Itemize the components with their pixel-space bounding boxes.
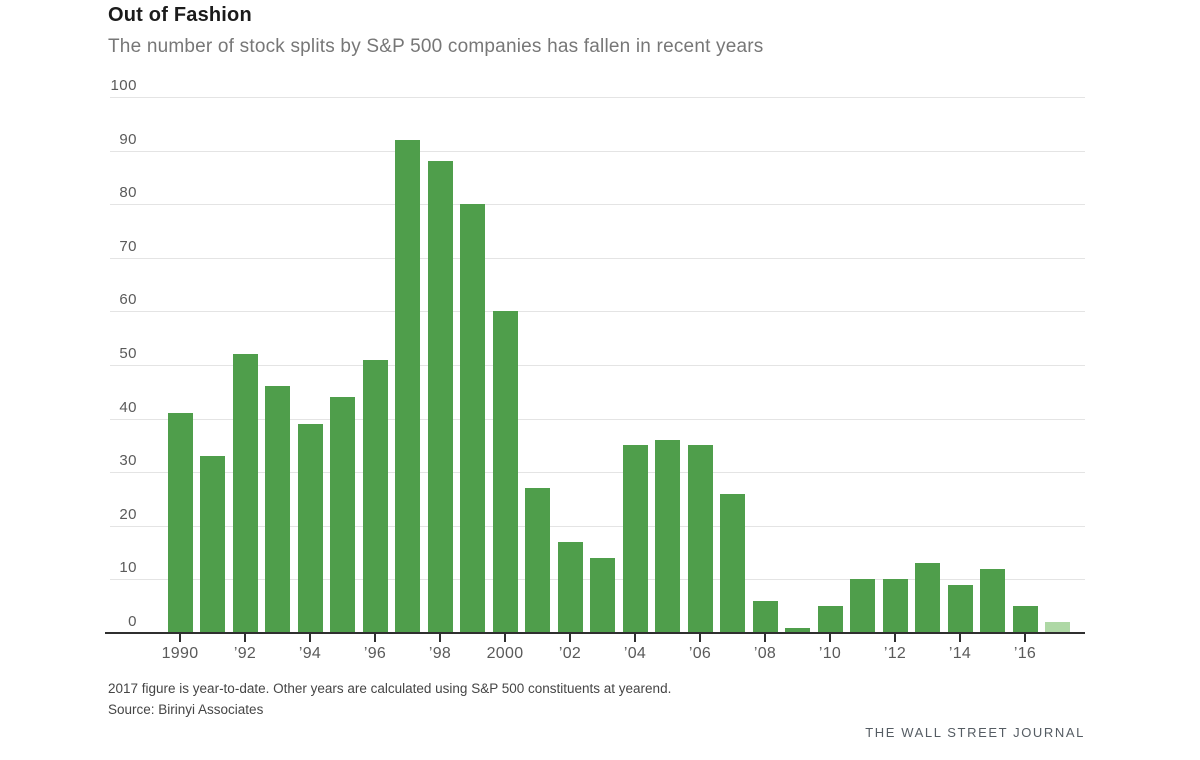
bar-2003 (590, 558, 615, 633)
bar-1998 (427, 161, 453, 633)
y-axis-label-60: 60 (119, 291, 137, 309)
x-tick-2000 (504, 634, 506, 642)
gridline-90 (110, 150, 1085, 152)
x-axis-label-2014: ’14 (948, 645, 972, 662)
x-tick-1990 (179, 634, 181, 642)
bar-2016 (1012, 606, 1038, 633)
gridline-40 (110, 418, 1085, 420)
bar-1991 (200, 456, 225, 633)
gridline-30 (110, 472, 1085, 474)
chart-source: Source: Birinyi Associates (108, 702, 264, 717)
gridline-100 (110, 97, 1085, 98)
x-axis-label-2012: ’12 (883, 645, 907, 662)
bar-2005 (655, 440, 680, 633)
bar-1994 (297, 424, 323, 633)
bar-1995 (330, 397, 355, 633)
bar-1993 (265, 386, 290, 633)
gridline-70 (110, 257, 1085, 259)
x-tick-2004 (634, 634, 636, 642)
bar-2011 (850, 579, 875, 633)
bar-1999 (460, 204, 485, 633)
x-axis-label-1990: 1990 (161, 645, 199, 662)
x-tick-1996 (374, 634, 376, 642)
bar-2007 (720, 493, 745, 633)
bar-2012 (882, 579, 908, 633)
x-tick-1994 (309, 634, 311, 642)
bar-2013 (915, 563, 940, 633)
wsj-attribution: THE WALL STREET JOURNAL (865, 725, 1085, 740)
x-axis-label-1996: ’96 (363, 645, 387, 662)
y-axis-label-0: 0 (128, 613, 137, 630)
gridline-80 (110, 204, 1085, 206)
gridline-60 (110, 311, 1085, 313)
gridline-20 (110, 525, 1085, 527)
x-axis-label-2002: ’02 (558, 645, 582, 662)
bar-1990 (167, 413, 193, 633)
gridline-50 (110, 365, 1085, 366)
chart-footnote: 2017 figure is year-to-date. Other years… (108, 681, 672, 696)
x-tick-1998 (439, 634, 441, 642)
y-axis-label-70: 70 (119, 237, 137, 255)
y-axis-label-20: 20 (119, 505, 137, 523)
bar-2002 (557, 541, 583, 633)
bar-1997 (395, 139, 420, 633)
bar-2017 (1045, 622, 1070, 633)
x-axis-line (105, 632, 1085, 634)
x-axis-label-2008: ’08 (753, 645, 777, 662)
x-axis-label-2010: ’10 (818, 645, 842, 662)
x-axis-label-2004: ’04 (623, 645, 647, 662)
x-tick-2012 (894, 634, 896, 642)
x-tick-2010 (829, 634, 831, 642)
x-tick-2002 (569, 634, 571, 642)
bar-2015 (980, 568, 1005, 633)
bar-2014 (947, 584, 973, 633)
chart-subtitle: The number of stock splits by S&P 500 co… (108, 36, 764, 57)
y-axis-label-40: 40 (119, 398, 137, 416)
x-axis-label-2016: ’16 (1013, 645, 1037, 662)
bar-2000 (492, 311, 518, 633)
bar-1996 (362, 359, 388, 633)
x-tick-2014 (959, 634, 961, 642)
bar-2001 (525, 488, 550, 633)
bar-2008 (752, 600, 778, 633)
x-axis-label-1994: ’94 (298, 645, 322, 662)
x-tick-2016 (1024, 634, 1026, 642)
bar-2004 (622, 445, 648, 633)
x-axis-label-1992: ’92 (233, 645, 257, 662)
x-axis-label-1998: ’98 (428, 645, 452, 662)
x-tick-2008 (764, 634, 766, 642)
bar-2006 (687, 445, 713, 633)
y-axis-label-50: 50 (119, 345, 137, 362)
x-tick-1992 (244, 634, 246, 642)
x-axis-label-2006: ’06 (688, 645, 712, 662)
y-axis-label-90: 90 (119, 130, 137, 148)
y-axis-label-30: 30 (119, 452, 137, 470)
chart-title: Out of Fashion (108, 4, 252, 26)
bar-1992 (232, 354, 258, 633)
x-axis-label-2000: 2000 (486, 645, 524, 662)
x-tick-2006 (699, 634, 701, 642)
y-axis-label-100: 100 (110, 77, 137, 94)
y-axis-label-80: 80 (119, 184, 137, 202)
bar-2010 (817, 606, 843, 633)
y-axis-label-10: 10 (119, 559, 137, 577)
bar-2009 (785, 627, 810, 633)
